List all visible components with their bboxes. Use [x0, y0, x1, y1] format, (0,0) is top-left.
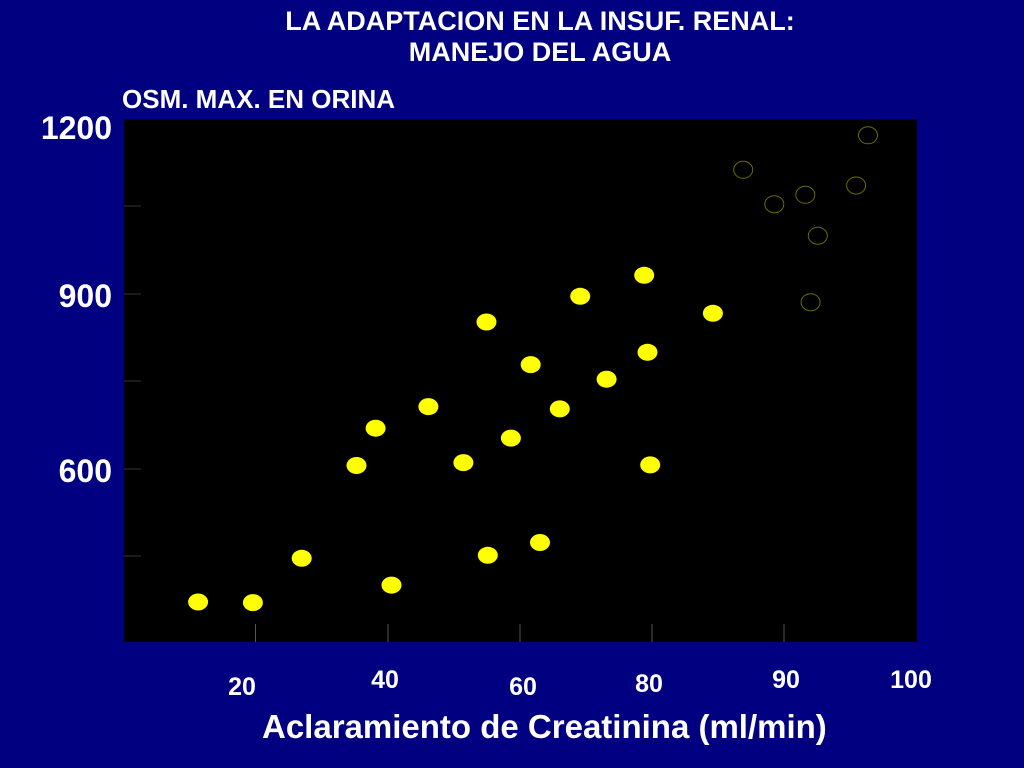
- data-point-filled: [596, 370, 617, 388]
- data-point-open: [807, 226, 828, 245]
- data-point-filled: [640, 456, 661, 474]
- data-point-open: [795, 185, 816, 204]
- data-point-filled: [188, 593, 209, 611]
- y-tick-label: 900: [59, 278, 112, 314]
- data-point-filled: [634, 266, 655, 284]
- data-point-filled: [291, 549, 312, 567]
- data-point-filled: [346, 457, 367, 474]
- data-point-open: [764, 195, 785, 214]
- axis-ticks: [124, 205, 785, 642]
- data-point-open: [733, 160, 754, 179]
- x-tick-label: 90: [772, 666, 800, 694]
- x-tick-label: 100: [890, 666, 932, 694]
- x-tick-label: 60: [509, 673, 537, 701]
- data-point-filled: [637, 343, 658, 361]
- data-point-filled: [702, 304, 723, 322]
- data-point-open: [846, 176, 867, 195]
- x-tick-label: 20: [228, 673, 256, 701]
- tick-labels: 600 900 1200 20 40 60 80 90 100: [41, 110, 932, 701]
- data-point-open: [858, 126, 878, 145]
- data-point-filled: [476, 313, 497, 331]
- title-line-2: MANEJO DEL AGUA: [408, 37, 672, 67]
- x-tick-label: 40: [371, 666, 399, 694]
- slide-title: LA ADAPTACION EN LA INSUF. RENAL: MANEJO…: [0, 6, 1024, 68]
- x-tick-label: 80: [635, 670, 663, 698]
- data-point-filled: [477, 546, 498, 564]
- data-point-filled: [418, 398, 439, 416]
- data-point-filled: [242, 594, 263, 612]
- data-point-filled: [549, 400, 570, 418]
- y-tick-label: 1200: [41, 110, 112, 146]
- y-axis-label: OSM. MAX. EN ORINA: [122, 84, 396, 114]
- y-tick-label: 600: [59, 453, 112, 489]
- data-point-filled: [365, 419, 386, 437]
- data-points: [188, 126, 878, 612]
- data-point-filled: [453, 454, 474, 472]
- title-line-1: LA ADAPTACION EN LA INSUF. RENAL:: [285, 6, 795, 36]
- data-point-filled: [500, 429, 521, 447]
- data-point-open: [800, 293, 821, 312]
- data-point-filled: [570, 287, 591, 305]
- data-point-filled: [381, 576, 402, 594]
- data-point-filled: [530, 534, 550, 551]
- x-axis-label: Aclaramiento de Creatinina (ml/min): [262, 708, 827, 745]
- data-point-filled: [520, 356, 541, 374]
- plot-area: [124, 119, 917, 642]
